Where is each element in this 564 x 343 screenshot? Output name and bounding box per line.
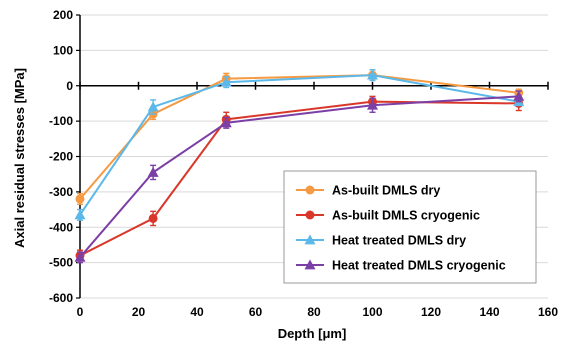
y-tick-label: -400 [49, 220, 73, 234]
data-point [75, 194, 85, 204]
data-point [367, 69, 378, 80]
x-tick-label: 20 [132, 305, 146, 319]
y-tick-label: -100 [49, 114, 73, 128]
legend-label: As-built DMLS dry [332, 184, 440, 198]
y-axis-title: Axial residual stresses [MPa] [12, 68, 27, 248]
x-axis-title: Depth [μm] [278, 326, 347, 341]
legend-label: As-built DMLS cryogenic [332, 209, 480, 223]
tick-labels: 200 100 0 -100 -200 -300 -400 -500 -600 0 20 40 60 80… [49, 8, 558, 319]
data-point [148, 213, 158, 223]
data-point [367, 99, 378, 110]
y-tick-label: -300 [49, 185, 73, 199]
y-tick-label: 100 [53, 43, 73, 57]
x-tick-label: 140 [479, 305, 499, 319]
y-tick-label: 0 [66, 79, 73, 93]
data-point [147, 166, 159, 177]
y-tick-label: -200 [49, 150, 73, 164]
data-point [513, 90, 525, 101]
data-point [220, 117, 232, 128]
x-tick-label: 120 [421, 305, 441, 319]
legend-marker [305, 210, 315, 220]
y-tick-label: -600 [49, 291, 73, 305]
y-tick-label: 200 [53, 8, 73, 22]
series-group [74, 69, 525, 264]
data-point [220, 76, 232, 87]
x-tick-label: 60 [249, 305, 263, 319]
legend-label: Heat treated DMLS cryogenic [332, 259, 506, 273]
legend-marker [304, 234, 316, 245]
series-3 [74, 90, 525, 264]
data-point [74, 209, 86, 220]
legend-marker [305, 185, 315, 195]
x-tick-label: 40 [190, 305, 204, 319]
legend-box [283, 170, 537, 284]
legend-marker [304, 259, 316, 270]
x-tick-label: 0 [77, 305, 84, 319]
data-point [74, 251, 86, 262]
x-tick-label: 100 [362, 305, 382, 319]
legend: As-built DMLS dry As-built DMLS cryogenic… [283, 170, 537, 284]
data-point [147, 101, 159, 112]
series-2 [74, 69, 525, 221]
legend-label: Heat treated DMLS dry [332, 234, 466, 248]
y-tick-label: -500 [49, 256, 73, 270]
x-tick-label: 80 [307, 305, 321, 319]
x-tick-label: 160 [538, 305, 558, 319]
